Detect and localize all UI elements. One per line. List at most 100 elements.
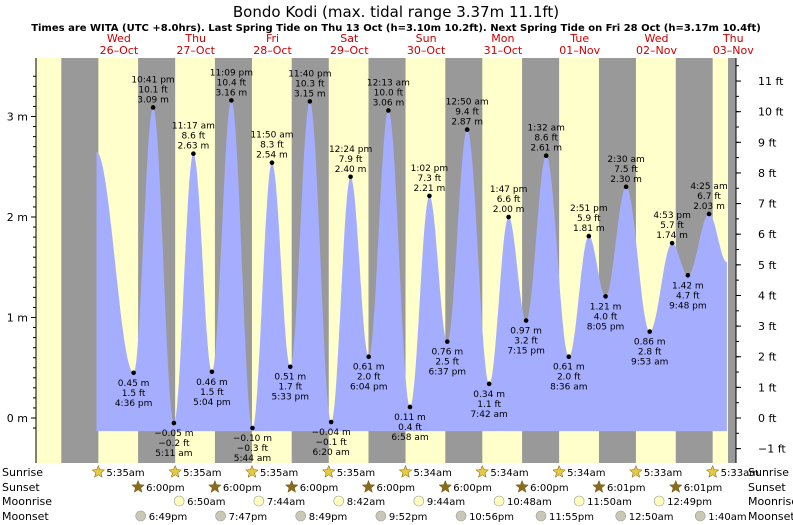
- tide-label: 2.40 m: [335, 165, 367, 175]
- tide-label: 10.0 ft: [374, 88, 404, 98]
- tide-label: −0.1 ft: [316, 438, 348, 448]
- tide-label: 9:53 am: [631, 358, 668, 368]
- tide-label: 6:20 am: [312, 448, 349, 458]
- tide-area: [96, 100, 727, 432]
- high-tide-point: [623, 184, 629, 190]
- low-tide-point: [523, 318, 529, 323]
- moonset-icon: [375, 510, 387, 522]
- tide-label: 10:41 pm: [131, 75, 174, 85]
- sun-icon: [91, 464, 106, 478]
- tide-label: 1:32 am: [528, 124, 565, 134]
- low-tide-point: [209, 369, 215, 375]
- tide-label: 2.00 m: [493, 205, 525, 215]
- tide-label: 1:47 pm: [490, 185, 528, 195]
- left-tick-label: 0 m: [7, 412, 28, 425]
- tide-label: −0.05 m: [154, 429, 193, 439]
- day-weekday: Fri: [266, 32, 279, 45]
- low-tide-point: [366, 354, 372, 359]
- day-weekday: Thu: [184, 32, 206, 45]
- low-tide-point: [287, 364, 293, 370]
- astro-row-label: Moonset: [748, 510, 793, 523]
- tide-label: 2.03 m: [693, 202, 725, 212]
- tide-label: 7.3 ft: [418, 174, 442, 184]
- astro-time: 5:33am: [644, 468, 682, 479]
- chart-title: Bondo Kodi (max. tidal range 3.37m 11.1f…: [233, 3, 559, 21]
- high-tide-point: [229, 98, 234, 103]
- tide-label: 1.1 ft: [477, 400, 501, 410]
- tide-label: 5:33 pm: [271, 393, 309, 403]
- astro-time: 1:40am: [708, 512, 746, 523]
- astro-time: 5:34am: [490, 468, 528, 479]
- day-date: 30–Oct: [407, 44, 446, 57]
- day-weekday: Mon: [491, 32, 514, 45]
- tide-label: −0.04 m: [312, 428, 351, 438]
- astro-time: 6:01pm: [607, 483, 646, 494]
- astro-time: 5:34am: [414, 468, 452, 479]
- tide-label: −0.3 ft: [237, 444, 269, 454]
- day-date: 26–Oct: [100, 44, 139, 57]
- tide-label: 8:05 pm: [587, 322, 625, 332]
- tide-label: 3.06 m: [373, 98, 405, 108]
- tide-label: 5:44 am: [234, 454, 271, 464]
- astro-time: 11:55pm: [549, 512, 594, 523]
- sunset-icon: [361, 479, 376, 493]
- moonrise-icon: [173, 495, 185, 507]
- low-tide-point: [250, 425, 255, 431]
- day-weekday: Sun: [416, 32, 437, 45]
- tide-label: 3.16 m: [216, 88, 248, 98]
- sunset-icon: [284, 479, 299, 493]
- tide-label: 0.4 ft: [398, 423, 422, 433]
- low-tide-point: [647, 329, 653, 334]
- astro-time: 8:42am: [347, 497, 385, 508]
- tide-label: 8.6 ft: [534, 134, 558, 144]
- astro-row-label: Sunset: [748, 481, 786, 494]
- sun-icon: [705, 464, 720, 478]
- tide-label: 10.4 ft: [217, 78, 247, 88]
- axes: 0 m 1 m 2 m 3 m −1 ft 0 ft 1 ft 2 ft 3 ft 4 ft 5 f…: [0, 58, 793, 463]
- moonrise-icon: [413, 495, 425, 507]
- high-tide-point: [307, 99, 313, 104]
- tide-label: 4:36 pm: [115, 399, 153, 409]
- tide-label: 0.11 m: [394, 413, 426, 423]
- astro-time: 6:00pm: [530, 483, 569, 494]
- sun-icon: [321, 464, 336, 478]
- low-tide-point: [566, 354, 572, 359]
- astro-row-label: Sunrise: [748, 466, 789, 479]
- right-edge-band: [728, 58, 736, 463]
- tide-label: 4:25 am: [690, 182, 727, 192]
- tide-label: 8.6 ft: [182, 132, 206, 142]
- day-date: 03–Nov: [713, 44, 754, 57]
- moonrise-icon: [653, 495, 665, 507]
- low-tide-point: [685, 272, 691, 278]
- sun-icon: [398, 464, 413, 478]
- high-tide-point: [348, 174, 353, 180]
- astro-time: 6:01pm: [684, 483, 723, 494]
- tide-label: 1.5 ft: [200, 388, 224, 398]
- right-tick-label: 11 ft: [758, 75, 784, 88]
- tide-label: 2.54 m: [256, 151, 288, 161]
- tide-label: 0.76 m: [431, 348, 463, 358]
- tide-label: 11:50 am: [250, 131, 293, 141]
- low-tide-point: [171, 420, 177, 426]
- sunset-icon: [131, 479, 145, 493]
- tide-label: 1:02 pm: [411, 164, 449, 174]
- astro-time: 8:49pm: [309, 512, 348, 523]
- moonrise-icon: [573, 495, 585, 507]
- tide-label: 0.86 m: [634, 338, 666, 348]
- tide-label: 11:09 pm: [210, 68, 253, 78]
- astro-row-label: Sunrise: [2, 466, 43, 479]
- day-date: 01–Nov: [559, 44, 600, 57]
- right-tick-label: 1 ft: [758, 381, 777, 394]
- tide-label: 2.21 m: [414, 184, 446, 194]
- tide-label: 6:04 pm: [350, 383, 388, 393]
- right-margin: [736, 58, 793, 463]
- low-tide-point: [603, 294, 608, 299]
- low-tide-point: [131, 370, 136, 376]
- moonrise-icon: [253, 495, 265, 507]
- moonset-icon: [615, 510, 627, 522]
- high-tide-point: [386, 108, 391, 113]
- tide-label: 1.7 ft: [278, 383, 302, 393]
- sunset-icon: [668, 479, 683, 493]
- tide-label: 0.51 m: [274, 373, 306, 383]
- tide-label: 0.45 m: [118, 379, 150, 389]
